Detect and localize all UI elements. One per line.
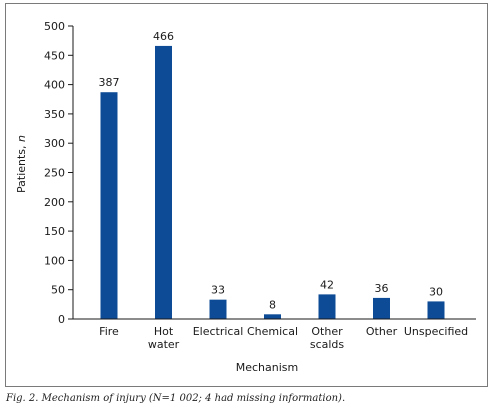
- y-tick-label: 0: [58, 313, 65, 326]
- y-tick-label: 150: [44, 225, 65, 238]
- y-tick-label: 300: [44, 137, 65, 150]
- x-tick-label-line: water: [148, 338, 180, 351]
- y-tick-label: 350: [44, 108, 65, 121]
- x-axis-title: Mechanism: [236, 361, 299, 374]
- x-tick-label-line: Fire: [99, 325, 119, 338]
- bar: [155, 45, 172, 319]
- bar: [100, 92, 118, 319]
- y-tick-label: 450: [44, 49, 65, 62]
- data-label: 36: [375, 282, 389, 295]
- data-label: 30: [429, 285, 443, 298]
- data-label: 466: [153, 30, 174, 43]
- bar: [373, 297, 390, 319]
- x-tick-label: Other: [366, 325, 398, 338]
- y-tick-label: 400: [44, 79, 65, 92]
- bar: [318, 294, 336, 319]
- bars: 387 466 33 8 42 36 30: [99, 30, 445, 319]
- y-tick-label: 500: [44, 20, 65, 33]
- figure-caption: Fig. 2. Mechanism of injury (N=1 002; 4 …: [6, 393, 346, 404]
- bar-chart: 0 50 100 150 200 250 300 350 400 450 500 387 466 33 8…: [15, 20, 476, 374]
- chart-frame: 0 50 100 150 200 250 300 350 400 450 500 387 466 33 8…: [5, 3, 488, 387]
- x-tick-label-line: Other: [366, 325, 398, 338]
- x-tick-label: Other scalds: [310, 325, 345, 351]
- bar: [209, 299, 227, 319]
- y-tick-label: 100: [44, 254, 65, 267]
- x-tick-label-line: Chemical: [247, 325, 298, 338]
- x-tick-label-line: scalds: [310, 338, 345, 351]
- data-label: 8: [269, 298, 276, 311]
- data-label: 42: [320, 278, 334, 291]
- x-tick-label: Chemical: [247, 325, 298, 338]
- x-tick-label: Hot water: [148, 325, 180, 351]
- x-tick-label: Electrical: [193, 325, 244, 338]
- y-tick-label: 200: [44, 196, 65, 209]
- bar: [264, 314, 281, 319]
- x-tick-label-line: Electrical: [193, 325, 244, 338]
- y-tick-label: 250: [44, 167, 65, 180]
- x-tick-label: Fire: [99, 325, 119, 338]
- bar: [427, 301, 445, 319]
- data-label: 387: [99, 76, 120, 89]
- x-tick-label-line: Unspecified: [404, 325, 468, 338]
- y-axis: 0 50 100 150 200 250 300 350 400 450 500: [44, 20, 74, 326]
- y-axis-title: Patients, n: [15, 135, 28, 193]
- x-tick-label-line: Other: [311, 325, 343, 338]
- y-tick-label: 50: [51, 284, 65, 297]
- x-tick-label-line: Hot: [154, 325, 174, 338]
- data-label: 33: [211, 284, 225, 297]
- x-tick-label: Unspecified: [404, 325, 468, 338]
